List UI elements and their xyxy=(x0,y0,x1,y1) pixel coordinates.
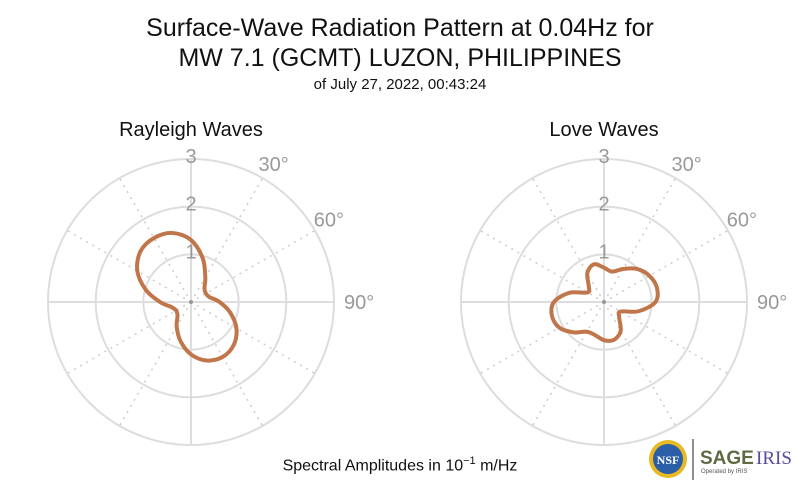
grid-spoke xyxy=(190,229,316,303)
operated-by-text: Operated by IRIS xyxy=(701,469,748,475)
grid-spoke xyxy=(118,301,192,427)
units-base: 10 xyxy=(445,457,464,475)
r-tick-label: 3 xyxy=(185,146,196,168)
r-tick-label: 2 xyxy=(185,194,196,216)
grid-spoke xyxy=(479,301,605,375)
love-title: Love Waves xyxy=(549,119,659,141)
angle-label: 30° xyxy=(672,154,702,176)
r-tick-label: 1 xyxy=(185,241,196,263)
grid-spoke xyxy=(190,301,264,427)
rayleigh-title: Rayleigh Waves xyxy=(119,119,263,141)
grid-spoke xyxy=(118,177,192,303)
angle-label: 60° xyxy=(727,210,757,232)
grid-spoke xyxy=(603,229,729,303)
love-pattern-line xyxy=(549,262,660,343)
grid-spoke xyxy=(531,177,605,303)
angle-label: 90° xyxy=(757,292,787,314)
angle-label: 60° xyxy=(314,210,344,232)
units-prefix: Spectral Amplitudes in xyxy=(282,457,446,475)
grid-spoke xyxy=(531,301,605,427)
grid-spoke xyxy=(66,229,192,303)
r-tick-label: 2 xyxy=(598,194,609,216)
grid-spoke xyxy=(479,229,605,303)
grid-spoke xyxy=(190,177,264,303)
angle-label: 90° xyxy=(344,292,374,314)
nsf-sage-iris-logo: NSF SAGE IRIS Operated by IRIS xyxy=(648,436,798,482)
units-unit: m/Hz xyxy=(475,457,518,475)
angle-label: 30° xyxy=(259,154,289,176)
sage-logo-text: SAGE xyxy=(700,448,754,469)
r-tick-label: 3 xyxy=(598,146,609,168)
center-dot xyxy=(602,300,606,304)
iris-logo-text: IRIS xyxy=(756,448,792,469)
grid-spoke xyxy=(603,301,677,427)
chart-title-line1: Surface-Wave Radiation Pattern at 0.04Hz… xyxy=(146,14,654,42)
svg-text:NSF: NSF xyxy=(657,453,680,467)
grid-spoke xyxy=(603,177,677,303)
chart-subtitle: of July 27, 2022, 00:43:24 xyxy=(313,76,487,93)
nsf-logo-icon: NSF xyxy=(649,439,694,480)
grid-spoke xyxy=(603,301,729,375)
grid-spoke xyxy=(190,301,316,375)
chart-title-line2: MW 7.1 (GCMT) LUZON, PHILIPPINES xyxy=(178,44,622,72)
rayleigh-pattern-line xyxy=(135,230,239,363)
units-exponent: −1 xyxy=(463,455,476,467)
axis-units-label: Spectral Amplitudes in 10−1 m/Hz xyxy=(0,455,800,475)
center-dot xyxy=(189,300,193,304)
grid-spoke xyxy=(66,301,192,375)
r-tick-label: 1 xyxy=(598,241,609,263)
